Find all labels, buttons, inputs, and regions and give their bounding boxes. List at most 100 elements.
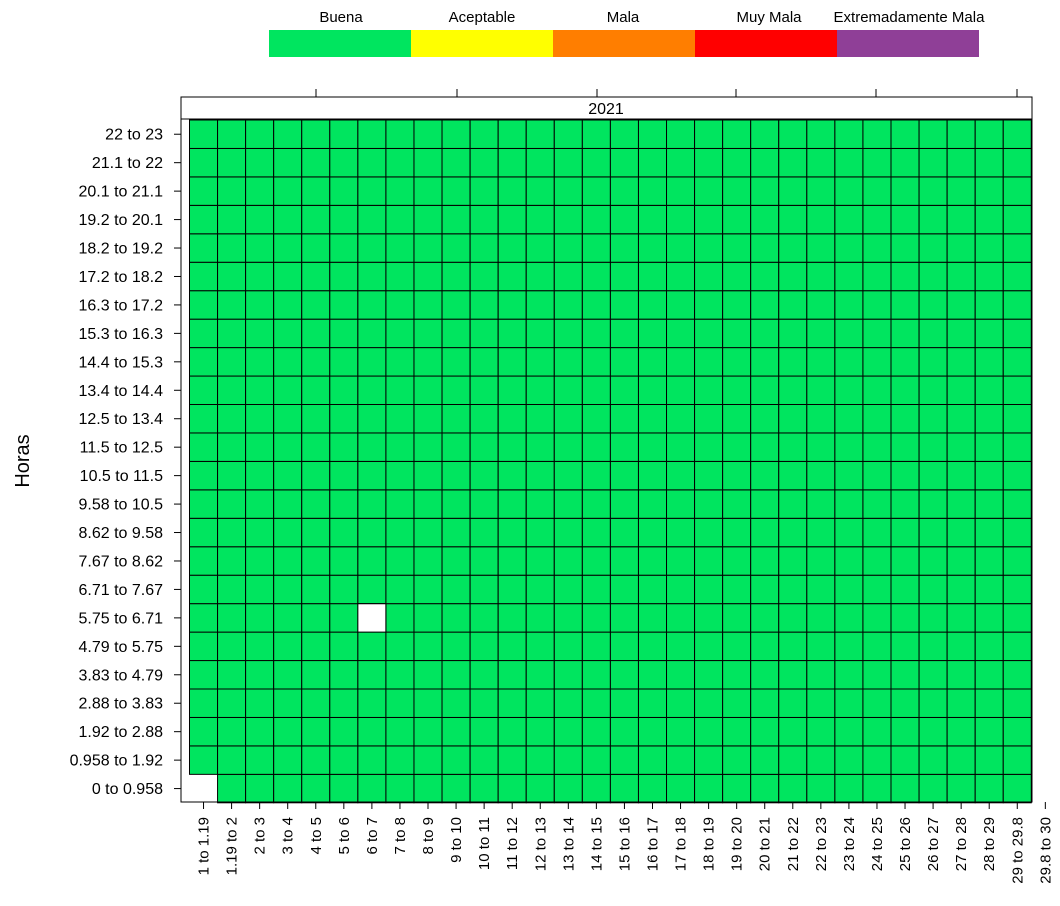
heatmap-cell	[469, 517, 499, 548]
heatmap-cell	[469, 176, 499, 206]
heatmap-cell	[497, 517, 527, 548]
heatmap-cell	[890, 603, 920, 633]
heatmap-cell	[862, 290, 892, 320]
x-tick-label: 12 to 13	[532, 817, 549, 871]
x-tick-label: 7 to 8	[392, 817, 409, 855]
heatmap-cell	[666, 347, 696, 377]
heatmap-cell	[918, 716, 948, 747]
heatmap-cell	[666, 631, 696, 662]
heatmap-cell	[441, 660, 471, 690]
heatmap-cell	[806, 233, 836, 263]
heatmap-cell	[806, 631, 836, 662]
heatmap-cell	[1002, 517, 1032, 548]
heatmap-cell	[806, 347, 836, 377]
heatmap-cell	[329, 318, 359, 349]
heatmap-cell	[918, 631, 948, 662]
heatmap-cell	[581, 460, 611, 491]
heatmap-cell	[778, 546, 808, 576]
heatmap-cell	[525, 603, 555, 633]
x-tick-label: 2 to 3	[252, 817, 269, 855]
heatmap-cell	[189, 347, 219, 377]
heatmap-cell	[862, 375, 892, 405]
heatmap-cell	[890, 546, 920, 576]
heatmap-cell	[946, 773, 976, 804]
heatmap-cell	[890, 119, 920, 149]
heatmap-cell	[189, 546, 219, 576]
heatmap-cell	[469, 233, 499, 263]
x-tick-label: 4 to 5	[308, 817, 325, 855]
y-tick-label: 19.2 to 20.1	[78, 212, 163, 229]
heatmap-cell	[329, 688, 359, 718]
heatmap-cell	[525, 660, 555, 690]
heatmap-cell	[525, 574, 555, 605]
heatmap-cell	[750, 176, 780, 206]
heatmap-cell	[1002, 460, 1032, 491]
heatmap-cell	[385, 660, 415, 690]
heatmap-cell	[413, 603, 443, 633]
heatmap-cell	[581, 688, 611, 718]
heatmap-cell	[637, 546, 668, 576]
heatmap-cell	[694, 404, 724, 434]
heatmap-cell	[245, 290, 275, 320]
y-tick-label: 5.75 to 6.71	[78, 610, 163, 627]
y-tick-label: 17.2 to 18.2	[78, 269, 163, 286]
heatmap-cell	[918, 119, 948, 149]
heatmap-cell	[329, 745, 359, 775]
y-tick-label: 1.92 to 2.88	[78, 724, 163, 741]
heatmap-cell	[245, 204, 275, 235]
heatmap-cell	[609, 204, 639, 235]
heatmap-cell	[497, 404, 527, 434]
heatmap-cell	[525, 375, 555, 405]
heatmap-cell	[217, 204, 247, 235]
heatmap-cell	[245, 489, 275, 519]
heatmap-cell	[497, 745, 527, 775]
heatmap-cell	[609, 404, 639, 434]
heatmap-cell	[581, 517, 611, 548]
heatmap-cell	[890, 204, 920, 235]
heatmap-cell	[497, 261, 527, 292]
heatmap-cell	[497, 603, 527, 633]
heatmap-cell	[974, 347, 1004, 377]
heatmap-cell	[385, 404, 415, 434]
heatmap-cell	[217, 261, 247, 292]
heatmap-cell	[273, 546, 303, 576]
heatmap-cell	[890, 517, 920, 548]
heatmap-cell	[750, 489, 780, 519]
heatmap-cell	[918, 318, 948, 349]
heatmap-cell	[189, 176, 219, 206]
y-tick-label: 3.83 to 4.79	[78, 667, 163, 684]
heatmap-cell	[357, 147, 387, 178]
y-tick-label: 0 to 0.958	[92, 781, 163, 798]
heatmap-cell	[245, 546, 275, 576]
heatmap-cell	[637, 404, 668, 434]
heatmap-cell	[245, 574, 275, 605]
heatmap-cell	[525, 517, 555, 548]
heatmap-cell	[581, 261, 611, 292]
heatmap-cell	[497, 147, 527, 178]
heatmap-cell	[862, 233, 892, 263]
strip-label: 2021	[588, 101, 624, 118]
heatmap-cell	[609, 347, 639, 377]
heatmap-cell	[385, 204, 415, 235]
heatmap-cell	[946, 517, 976, 548]
heatmap-cell	[946, 546, 976, 576]
heatmap-cell	[413, 432, 443, 462]
heatmap-cell	[694, 233, 724, 263]
heatmap-cell	[581, 603, 611, 633]
x-tick-label: 23 to 24	[841, 817, 858, 871]
heatmap-cell	[245, 261, 275, 292]
heatmap-cell	[806, 745, 836, 775]
heatmap-cell	[946, 176, 976, 206]
heatmap-cell	[722, 517, 752, 548]
heatmap-cell	[609, 631, 639, 662]
heatmap-cell	[637, 489, 668, 519]
heatmap-cell	[750, 517, 780, 548]
heatmap-cell	[750, 688, 780, 718]
heatmap-cell	[918, 204, 948, 235]
heatmap-cell	[694, 745, 724, 775]
heatmap-cell	[778, 404, 808, 434]
heatmap-cell	[778, 290, 808, 320]
heatmap-cell	[609, 688, 639, 718]
heatmap-cell	[357, 261, 387, 292]
heatmap-cell	[609, 489, 639, 519]
